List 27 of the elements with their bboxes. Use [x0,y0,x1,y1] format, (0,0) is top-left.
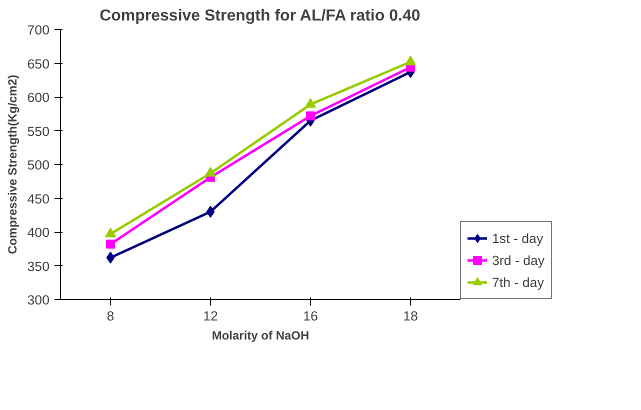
point [106,252,115,264]
y-tick-label: 350 [27,258,50,274]
y-tick-label: 700 [27,22,50,38]
point [106,240,115,249]
chart-title: Compressive Strength for AL/FA ratio 0.40 [100,8,420,24]
y-tick-label: 450 [27,191,50,206]
point [405,56,416,66]
y-tick-label: 600 [27,90,50,105]
y-tick-label: 500 [27,158,50,172]
y-tick-label: 650 [27,56,50,72]
y-tick-label: 400 [27,225,50,240]
legend-label: 3rd - day [492,252,545,268]
point [105,228,116,238]
y-tick-label: 300 [27,292,50,308]
point [205,167,216,177]
x-tick-label: 8 [106,308,114,324]
x-axis-title: Molarity of NaOH [212,328,310,342]
legend-label: 7th - day [492,274,544,290]
x-tick-label: 18 [403,308,418,324]
point [305,98,316,108]
x-tick-label: 12 [203,308,218,324]
x-tick-label: 16 [303,308,318,324]
y-tick-label: 550 [27,124,50,139]
point [206,206,215,218]
legend-label: 1st - day [492,230,544,246]
y-axis-title: Compressive Strength(Kg/cm2) [5,74,20,254]
point [306,111,315,120]
